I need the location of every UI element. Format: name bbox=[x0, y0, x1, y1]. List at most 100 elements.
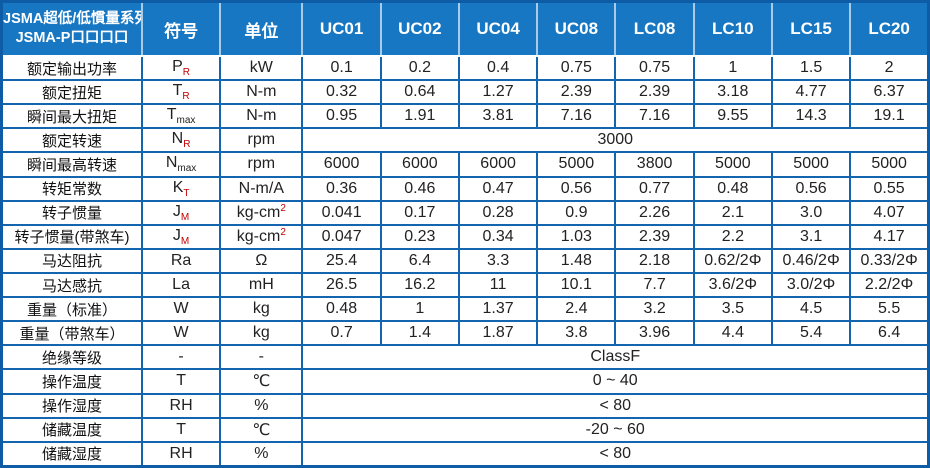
value-cell: 7.16 bbox=[614, 103, 695, 130]
row-label: 马达阻抗 bbox=[0, 247, 143, 274]
value-cell: 0.047 bbox=[301, 223, 382, 250]
unit-cell: % bbox=[219, 392, 304, 419]
table-header: JSMA超低/低慣量系列 JSMA-P口口口口 符号 单位 UC01 UC02 UC… bbox=[1, 1, 929, 57]
value-cell: 3.81 bbox=[457, 103, 539, 130]
unit-cell: % bbox=[219, 440, 304, 468]
value-cell: 6000 bbox=[457, 151, 539, 178]
table-row: 瞬间最高转速 Nmax rpm 6000 6000 6000 5000 3800 5000 500… bbox=[0, 151, 930, 178]
value-cell: 2 bbox=[849, 54, 930, 82]
col-header-model: LC15 bbox=[770, 1, 852, 57]
table-row: 额定转速 NR rpm 3000 bbox=[0, 127, 930, 154]
row-label: 额定输出功率 bbox=[0, 54, 143, 82]
table-row: 操作温度 T ℃ 0 ~ 40 bbox=[0, 368, 930, 395]
symbol-cell: NR bbox=[140, 127, 222, 154]
symbol-cell: PR bbox=[140, 54, 222, 82]
table-row: 马达阻抗 Ra Ω 25.4 6.4 3.3 1.48 2.18 0.62/2Φ 0.46/2Φ 0… bbox=[0, 247, 930, 274]
value-cell: 0.041 bbox=[301, 199, 382, 226]
value-cell: 1.48 bbox=[536, 247, 617, 274]
table-row: 储藏湿度 RH% < 80 bbox=[0, 440, 930, 468]
value-cell: 5.4 bbox=[770, 320, 852, 347]
value-cell: 0.9 bbox=[536, 199, 617, 226]
value-cell: 2.39 bbox=[614, 79, 695, 106]
row-label: 操作湿度 bbox=[0, 392, 143, 419]
series-title: JSMA超低/低慣量系列 JSMA-P口口口口 bbox=[1, 1, 143, 57]
value-cell: 0.1 bbox=[301, 54, 382, 82]
value-cell: 6.4 bbox=[849, 320, 930, 347]
merged-value-cell: ClassF bbox=[301, 344, 930, 371]
value-cell: 0.48 bbox=[692, 175, 773, 202]
value-cell: 0.46 bbox=[379, 175, 460, 202]
symbol-cell: T bbox=[140, 416, 222, 443]
table-row: 操作湿度 RH% < 80 bbox=[0, 392, 930, 419]
value-cell: 0.55 bbox=[849, 175, 930, 202]
unit-cell: kg bbox=[219, 320, 304, 347]
merged-value-cell: 3000 bbox=[301, 127, 930, 154]
value-cell: 5000 bbox=[770, 151, 852, 178]
value-cell: 3.3 bbox=[457, 247, 539, 274]
table-row: 瞬间最大扭矩 Tmax N-m 0.95 1.91 3.81 7.16 7.16 9.55 14.… bbox=[0, 103, 930, 130]
table-row: 转子惯量(带煞车) JM kg-cm2 0.047 0.23 0.34 1.03 2.39 2.… bbox=[0, 223, 930, 250]
value-cell: 3800 bbox=[614, 151, 695, 178]
value-cell: 0.75 bbox=[614, 54, 695, 82]
table-body: 额定输出功率 PR kW 0.1 0.2 0.4 0.75 0.75 1 1.5 2 额定扭矩 TR N-… bbox=[0, 54, 930, 468]
row-label: 马达感抗 bbox=[0, 271, 143, 299]
col-header-model: LC08 bbox=[614, 1, 695, 57]
col-header-symbol: 符号 bbox=[140, 1, 222, 57]
value-cell: 6.37 bbox=[849, 79, 930, 106]
value-cell: 3.2 bbox=[614, 296, 695, 323]
value-cell: 4.07 bbox=[849, 199, 930, 226]
value-cell: 1.27 bbox=[457, 79, 539, 106]
value-cell: 0.4 bbox=[457, 54, 539, 82]
row-label: 瞬间最大扭矩 bbox=[0, 103, 143, 130]
value-cell: 0.56 bbox=[770, 175, 852, 202]
row-label: 绝缘等级 bbox=[0, 344, 143, 371]
symbol-cell: TR bbox=[140, 79, 222, 106]
value-cell: 0.62/2Φ bbox=[692, 247, 773, 274]
table-row: 额定输出功率 PR kW 0.1 0.2 0.4 0.75 0.75 1 1.5 2 bbox=[0, 54, 930, 82]
table-row: 马达感抗 La mH 26.5 16.2 11 10.1 7.7 3.6/2Φ 3.0/2Φ 2.2… bbox=[0, 271, 930, 299]
unit-cell: N-m/A bbox=[219, 175, 304, 202]
value-cell: 0.75 bbox=[536, 54, 617, 82]
row-label: 转子惯量(带煞车) bbox=[0, 223, 143, 250]
symbol-cell: W bbox=[140, 296, 222, 323]
value-cell: 0.77 bbox=[614, 175, 695, 202]
value-cell: 4.5 bbox=[770, 296, 852, 323]
value-cell: 2.39 bbox=[614, 223, 695, 250]
value-cell: 1 bbox=[692, 54, 773, 82]
merged-value-cell: < 80 bbox=[301, 392, 930, 419]
row-label: 重量（带煞车） bbox=[0, 320, 143, 347]
value-cell: 3.0/2Φ bbox=[770, 271, 852, 299]
row-label: 操作温度 bbox=[0, 368, 143, 395]
row-label: 转矩常数 bbox=[0, 175, 143, 202]
value-cell: 3.5 bbox=[692, 296, 773, 323]
merged-value-cell: -20 ~ 60 bbox=[301, 416, 930, 443]
value-cell: 6000 bbox=[379, 151, 460, 178]
row-label: 转子惯量 bbox=[0, 199, 143, 226]
unit-cell: mH bbox=[219, 271, 304, 299]
symbol-cell: KT bbox=[140, 175, 222, 202]
value-cell: 0.46/2Φ bbox=[770, 247, 852, 274]
unit-cell: kW bbox=[219, 54, 304, 82]
value-cell: 5000 bbox=[692, 151, 773, 178]
table-row: 储藏温度 T ℃ -20 ~ 60 bbox=[0, 416, 930, 443]
value-cell: 3.0 bbox=[770, 199, 852, 226]
symbol-cell: JM bbox=[140, 199, 222, 226]
value-cell: 4.77 bbox=[770, 79, 852, 106]
value-cell: 2.2/2Φ bbox=[849, 271, 930, 299]
symbol-cell: Nmax bbox=[140, 151, 222, 178]
value-cell: 1.4 bbox=[379, 320, 460, 347]
value-cell: 7.7 bbox=[614, 271, 695, 299]
value-cell: 0.32 bbox=[301, 79, 382, 106]
value-cell: 2.26 bbox=[614, 199, 695, 226]
unit-cell: kg-cm2 bbox=[219, 223, 304, 250]
value-cell: 25.4 bbox=[301, 247, 382, 274]
value-cell: 2.1 bbox=[692, 199, 773, 226]
col-header-model: LC10 bbox=[692, 1, 773, 57]
merged-value-cell: < 80 bbox=[301, 440, 930, 468]
unit-cell: rpm bbox=[219, 127, 304, 154]
value-cell: 19.1 bbox=[849, 103, 930, 130]
table-row: 转矩常数 KT N-m/A 0.36 0.46 0.47 0.56 0.77 0.48 0.56 0… bbox=[0, 175, 930, 202]
value-cell: 1.37 bbox=[457, 296, 539, 323]
value-cell: 7.16 bbox=[536, 103, 617, 130]
row-label: 瞬间最高转速 bbox=[0, 151, 143, 178]
